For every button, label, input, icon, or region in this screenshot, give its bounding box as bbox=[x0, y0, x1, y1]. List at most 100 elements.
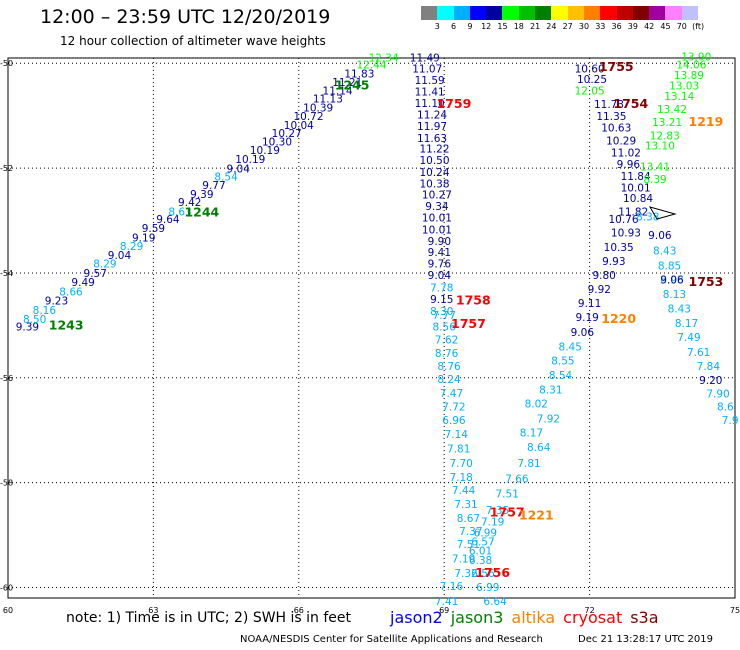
wave-height-label: 11.24 bbox=[417, 109, 447, 121]
wave-height-label: 8.16 bbox=[33, 305, 57, 317]
wave-height-label: 7.90 bbox=[706, 389, 729, 401]
wave-height-label: 13.42 bbox=[657, 104, 687, 116]
wave-height-label: 8.56 bbox=[433, 322, 457, 334]
y-tick-label: -50 bbox=[0, 59, 13, 68]
color-scale-cell bbox=[518, 6, 536, 20]
wave-height-label: 10.01 bbox=[422, 225, 452, 237]
pass-time-label: 1757 bbox=[451, 316, 486, 331]
page-subtitle: 12 hour collection of altimeter wave hei… bbox=[60, 34, 326, 48]
wave-height-label: 8.66 bbox=[59, 286, 83, 298]
color-scale-label: 36 bbox=[611, 22, 622, 31]
page-title: 12:00 – 23:59 UTC 12/20/2019 bbox=[40, 6, 331, 28]
wave-height-label: 13.89 bbox=[674, 70, 704, 82]
wave-height-label: 11.97 bbox=[417, 121, 447, 133]
wave-height-label: 6.96 bbox=[442, 415, 466, 427]
wave-height-label: 11.49 bbox=[410, 53, 440, 65]
color-scale-cell bbox=[551, 6, 568, 20]
wave-height-label: 9.04 bbox=[227, 163, 251, 175]
wave-height-label: 7.35 bbox=[486, 505, 509, 517]
wave-height-label: 10.72 bbox=[293, 111, 323, 123]
wave-height-label: 8.64 bbox=[527, 442, 551, 454]
wave-height-label: 6.56 bbox=[471, 568, 495, 580]
wave-height-label: 9.04 bbox=[108, 250, 132, 262]
wave-height-label: 8.29 bbox=[120, 241, 143, 253]
wave-height-label: 7.72 bbox=[442, 401, 465, 413]
wave-height-label: 9.06 bbox=[648, 230, 672, 242]
color-scale-cell bbox=[421, 6, 438, 20]
wave-height-label: 8.50 bbox=[23, 314, 46, 326]
pass-time-label: 1244 bbox=[184, 204, 219, 219]
wave-height-label: 9.19 bbox=[132, 232, 155, 244]
wave-height-label: 8.98 bbox=[660, 274, 683, 286]
pass-time-label: 1220 bbox=[601, 311, 636, 326]
legend-item-jason2: jason2 bbox=[390, 608, 443, 627]
wave-height-label: 11.07 bbox=[412, 64, 442, 76]
legend-item-jason3: jason3 bbox=[450, 608, 504, 627]
wave-height-label: 9.57 bbox=[84, 268, 107, 280]
wave-height-label: 6.64 bbox=[483, 596, 507, 608]
wave-height-label: 10.63 bbox=[601, 122, 631, 134]
wave-height-label: 12.34 bbox=[369, 53, 399, 65]
y-tick-label: -54 bbox=[0, 269, 13, 278]
pass-time-label: 1221 bbox=[519, 507, 554, 522]
wave-height-label: 10.19 bbox=[250, 145, 280, 157]
wave-height-label: 7.19 bbox=[481, 517, 504, 529]
wave-height-label: 7.81 bbox=[447, 443, 470, 455]
color-scale-cell bbox=[681, 6, 699, 20]
wave-height-label: 7.81 bbox=[517, 458, 540, 470]
wave-height-label: 11.84 bbox=[621, 171, 651, 183]
wave-height-label: 9.06 bbox=[660, 274, 684, 286]
wave-height-label: 8.76 bbox=[435, 348, 459, 360]
wave-height-label: 10.38 bbox=[419, 178, 449, 190]
wave-height-label: 7.18 bbox=[449, 472, 472, 484]
wave-height-label: 9.77 bbox=[202, 180, 225, 192]
wave-height-label: 11.02 bbox=[611, 148, 641, 160]
wave-height-label: 9.90 bbox=[428, 236, 451, 248]
wave-height-label: 10.30 bbox=[262, 137, 292, 149]
wave-height-label: 7.47 bbox=[440, 388, 463, 400]
wave-height-label: 8.54 bbox=[549, 370, 573, 382]
wave-height-label: 10.93 bbox=[611, 227, 641, 239]
wave-height-label: 10.35 bbox=[604, 242, 634, 254]
wave-height-label: 10.39 bbox=[303, 102, 333, 114]
wave-height-label: 9.59 bbox=[142, 223, 165, 235]
wave-height-label: 10.24 bbox=[419, 167, 449, 179]
wave-height-label: 8.29 bbox=[93, 259, 116, 271]
color-scale-cell bbox=[469, 6, 487, 20]
wave-height-label: 13.41 bbox=[640, 162, 670, 174]
wave-height-label: 8.85 bbox=[658, 260, 681, 272]
wave-height-label: 10.84 bbox=[623, 193, 653, 205]
legend-item-s3a: s3a bbox=[630, 608, 659, 627]
wave-height-label: 8.6 bbox=[717, 401, 734, 413]
wave-height-label: 9.06 bbox=[571, 327, 595, 339]
wave-height-label: 9.96 bbox=[617, 159, 641, 171]
wave-height-label: 9.11 bbox=[578, 298, 601, 310]
legend-item-cryosat: cryosat bbox=[563, 608, 623, 627]
pass-time-label: 1753 bbox=[689, 274, 724, 289]
wave-height-label: 6.99 bbox=[476, 582, 499, 594]
wave-height-label: 8.76 bbox=[437, 361, 461, 373]
wave-height-label: 13.03 bbox=[669, 80, 699, 92]
color-scale-cell bbox=[486, 6, 503, 20]
wave-height-label: 8.43 bbox=[668, 303, 691, 315]
wave-height-label: 7.32 bbox=[454, 568, 477, 580]
color-scale-label: 9 bbox=[467, 22, 473, 31]
wave-height-label: 11.21 bbox=[332, 77, 362, 89]
wave-height-label: 8.38 bbox=[636, 212, 659, 224]
wave-height-label: 9.19 bbox=[575, 312, 598, 324]
wave-height-label: 11.73 bbox=[594, 99, 624, 111]
wave-height-label: 9.23 bbox=[45, 295, 68, 307]
wave-height-label: 9.76 bbox=[428, 259, 452, 271]
color-scale-label: 45 bbox=[660, 22, 671, 31]
wave-height-label: 12.44 bbox=[356, 59, 386, 71]
wave-height-label: 8.30 bbox=[430, 306, 453, 318]
wave-height-label: 10.60 bbox=[575, 64, 605, 76]
wave-height-label: 11.82 bbox=[618, 206, 648, 218]
satellite-legend: jason2 jason3 altika cryosat s3a bbox=[390, 608, 667, 627]
color-scale-label: 3 bbox=[434, 22, 440, 31]
wave-height-label: 9.49 bbox=[71, 277, 94, 289]
pass-time-label: 1245 bbox=[335, 77, 370, 92]
y-tick-label: -56 bbox=[0, 374, 13, 383]
pass-time-label: 1758 bbox=[456, 292, 491, 307]
wave-height-label: 10.19 bbox=[235, 154, 265, 166]
